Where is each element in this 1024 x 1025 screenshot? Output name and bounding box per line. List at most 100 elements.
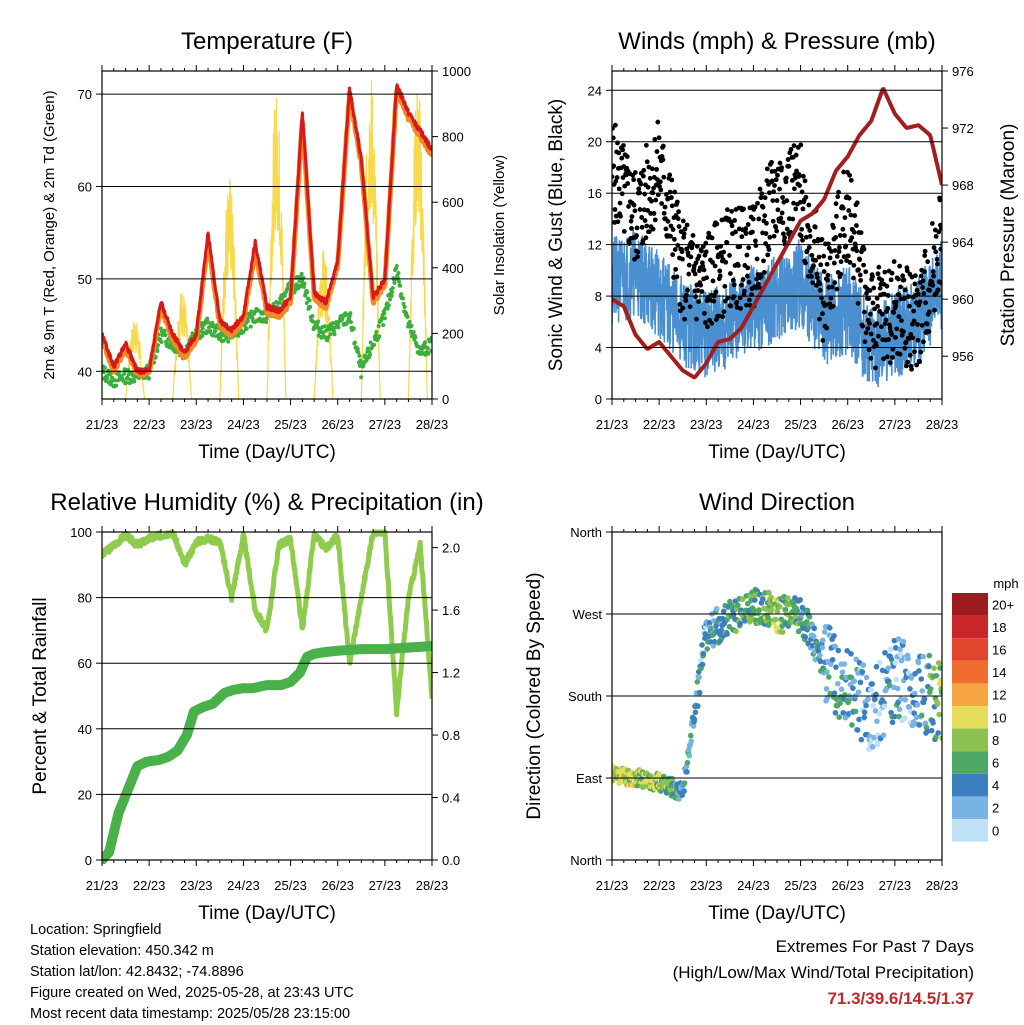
gust-point (694, 316, 699, 322)
gust-point (910, 335, 916, 341)
gust-point (933, 249, 939, 255)
direction-point (690, 723, 697, 729)
gust-point (744, 273, 750, 279)
direction-point (735, 602, 741, 609)
gust-point (683, 298, 689, 303)
y-tick-label: 40 (78, 722, 92, 737)
x-axis-label: Time (Day/UTC) (198, 442, 336, 463)
dewpoint-point (420, 346, 425, 351)
gust-point (828, 248, 834, 254)
gust-point (886, 337, 892, 342)
dewpoint-point (423, 340, 428, 345)
gust-point (710, 278, 716, 284)
direction-point (817, 658, 824, 665)
gust-point (838, 271, 844, 277)
direction-point (742, 618, 748, 624)
dewpoint-point (400, 296, 405, 301)
y-tick-label: 0 (85, 853, 92, 868)
legend-swatch (952, 638, 988, 661)
gust-point (835, 194, 841, 200)
y-tick-label: 40 (78, 364, 92, 379)
dewpoint-point (322, 324, 327, 329)
gust-point (780, 195, 785, 200)
gust-point (654, 167, 659, 172)
gust-point (702, 320, 708, 325)
gust-point (934, 256, 940, 262)
x-tick-label: 21/23 (596, 878, 629, 893)
gust-point (733, 229, 738, 235)
gust-point (825, 277, 830, 283)
gust-point (639, 215, 645, 220)
legend-swatch (952, 615, 988, 639)
gust-point (803, 194, 809, 200)
gust-point (819, 295, 824, 301)
direction-point (874, 718, 880, 725)
legend-swatch (952, 660, 988, 684)
gust-point (652, 136, 658, 142)
gust-point (832, 248, 838, 253)
gust-point (625, 181, 631, 186)
y-tick-label: 24 (588, 83, 602, 98)
y2-tick-label: 972 (952, 121, 974, 136)
gust-point (709, 320, 715, 326)
dewpoint-point (405, 315, 410, 320)
gust-point (643, 235, 649, 241)
gust-point (663, 226, 669, 232)
direction-point (876, 710, 883, 717)
gust-point (799, 226, 805, 232)
gust-point (773, 177, 779, 183)
direction-point (779, 629, 786, 635)
dewpoint-point (210, 333, 215, 338)
gust-point (875, 271, 881, 277)
gust-point (820, 338, 826, 343)
gust-point (823, 302, 829, 308)
gust-point (765, 252, 771, 258)
gust-point (728, 303, 734, 309)
gust-point (817, 316, 822, 322)
gust-point (681, 231, 687, 237)
direction-point (849, 722, 855, 728)
dewpoint-point (330, 321, 335, 326)
dewpoint-point (244, 326, 249, 331)
dewpoint-point (114, 383, 119, 388)
direction-point (851, 678, 858, 685)
direction-point (737, 620, 744, 627)
gust-point (694, 243, 700, 249)
dewpoint-point (122, 371, 127, 376)
gust-point (687, 304, 693, 310)
legend-label: 14 (992, 665, 1006, 680)
direction-point (777, 604, 783, 610)
gust-point (800, 237, 805, 243)
direction-point (853, 656, 859, 663)
direction-point (880, 732, 887, 738)
direction-point (857, 679, 864, 686)
gust-point (618, 213, 623, 219)
legend-swatch (952, 819, 988, 842)
gust-point (612, 207, 618, 212)
x-tick-label: 26/23 (831, 417, 864, 432)
gust-point (901, 329, 906, 335)
gust-point (851, 275, 856, 281)
direction-point (892, 713, 898, 720)
direction-point (797, 597, 803, 603)
gust-point (672, 189, 678, 195)
gust-point (700, 263, 706, 269)
gust-point (761, 258, 766, 264)
y-tick-label: 60 (78, 179, 92, 194)
direction-point (934, 701, 941, 707)
direction-point (928, 727, 935, 734)
dewpoint-point (162, 328, 167, 333)
direction-point (887, 646, 894, 653)
x-tick-label: 28/23 (416, 878, 449, 893)
direction-point (919, 688, 925, 694)
y2-tick-label: 0.4 (442, 791, 460, 806)
gust-point (737, 295, 743, 301)
gust-point (705, 324, 710, 330)
direction-point (718, 627, 725, 634)
direction-point (676, 796, 682, 802)
gust-point (830, 303, 836, 309)
gust-point (632, 170, 638, 175)
gust-point (746, 245, 752, 251)
x-tick-label: 27/23 (369, 417, 402, 432)
dewpoint-point (331, 329, 336, 334)
